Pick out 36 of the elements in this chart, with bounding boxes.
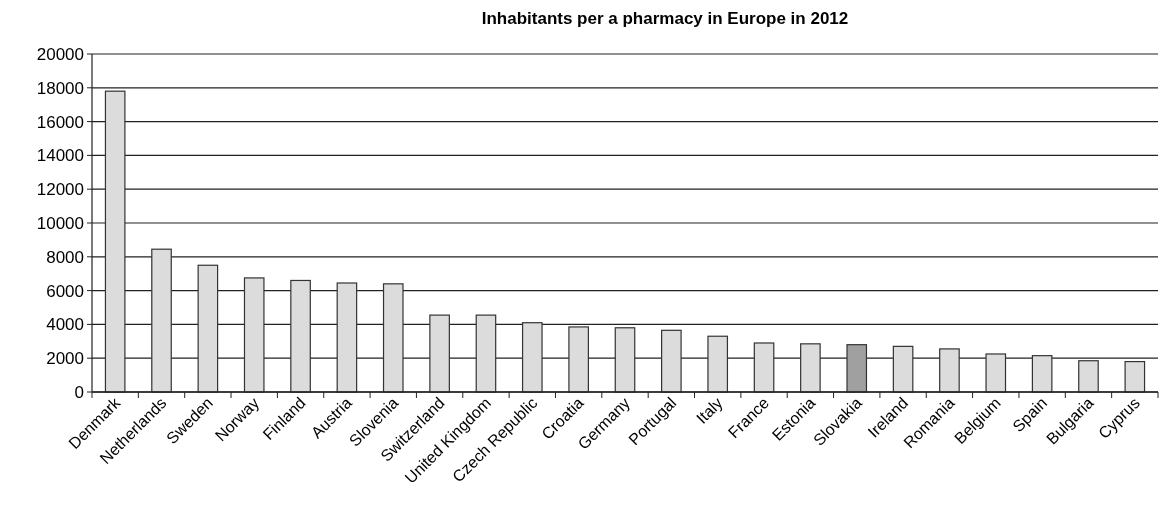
bar — [382, 283, 404, 393]
bar — [661, 329, 682, 393]
bar — [1078, 360, 1099, 393]
bar — [1031, 355, 1053, 393]
bar — [151, 248, 172, 393]
bar — [243, 277, 265, 393]
bar — [568, 326, 589, 393]
bar — [475, 314, 497, 393]
chart-title: Inhabitants per a pharmacy in Europe in 2012 — [481, 9, 849, 28]
bar — [892, 345, 914, 393]
bar — [707, 335, 729, 393]
x-tick-label: Italy — [693, 394, 726, 427]
bar — [104, 90, 126, 393]
y-tick-label: 14000 — [36, 146, 84, 166]
bar — [429, 314, 450, 393]
y-tick-label: 16000 — [36, 112, 84, 132]
y-tick-label: 8000 — [46, 247, 84, 267]
y-tick-label: 12000 — [36, 180, 84, 200]
bar — [1124, 360, 1146, 393]
bar — [521, 322, 543, 393]
bar — [800, 343, 821, 393]
y-tick-label: 10000 — [36, 213, 84, 233]
y-tick-label: 18000 — [36, 78, 84, 98]
bar — [336, 282, 358, 393]
bar — [753, 342, 775, 393]
bar — [985, 353, 1007, 393]
y-tick-label: 0 — [74, 382, 84, 402]
bar — [939, 348, 960, 393]
y-tick-label: 6000 — [46, 281, 84, 301]
y-tick-label: 20000 — [36, 44, 84, 64]
bar — [846, 344, 868, 393]
bar — [197, 264, 219, 393]
y-tick-label: 4000 — [46, 315, 84, 335]
bar — [290, 279, 311, 393]
y-tick-label: 2000 — [46, 349, 84, 369]
bar — [614, 327, 636, 393]
